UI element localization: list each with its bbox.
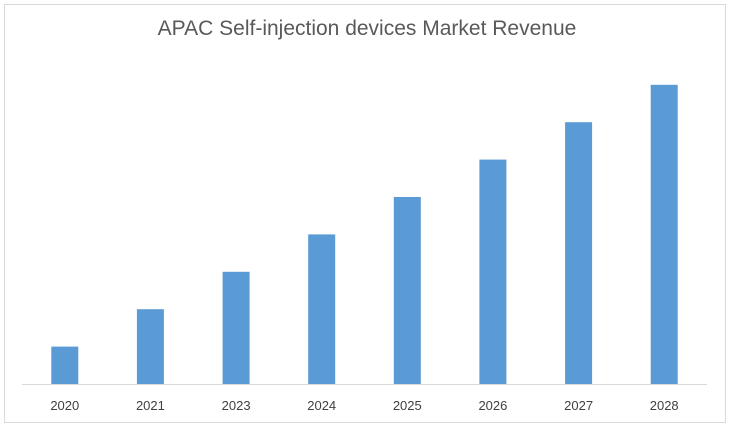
bar-2020 — [51, 346, 79, 384]
x-tick-labels: 2020 2021 2023 2024 2025 2026 2027 2028 — [50, 398, 678, 413]
bar-2024 — [308, 234, 336, 384]
x-tick-label: 2025 — [393, 398, 422, 413]
bar-2027 — [565, 122, 593, 384]
x-tick-label: 2020 — [50, 398, 79, 413]
bar-2025 — [393, 197, 421, 384]
x-tick-label: 2023 — [222, 398, 251, 413]
bar-2023 — [222, 271, 250, 384]
bar-2026 — [479, 159, 507, 384]
bar-2028 — [650, 84, 678, 385]
bars-group — [51, 84, 678, 385]
x-tick-label: 2021 — [136, 398, 165, 413]
chart-title: APAC Self-injection devices Market Reven… — [157, 17, 577, 40]
x-tick-label: 2024 — [307, 398, 336, 413]
x-tick-label: 2026 — [478, 398, 507, 413]
x-tick-label: 2027 — [564, 398, 593, 413]
x-tick-label: 2028 — [650, 398, 679, 413]
bar-2021 — [136, 309, 164, 384]
chart-frame — [4, 4, 726, 423]
